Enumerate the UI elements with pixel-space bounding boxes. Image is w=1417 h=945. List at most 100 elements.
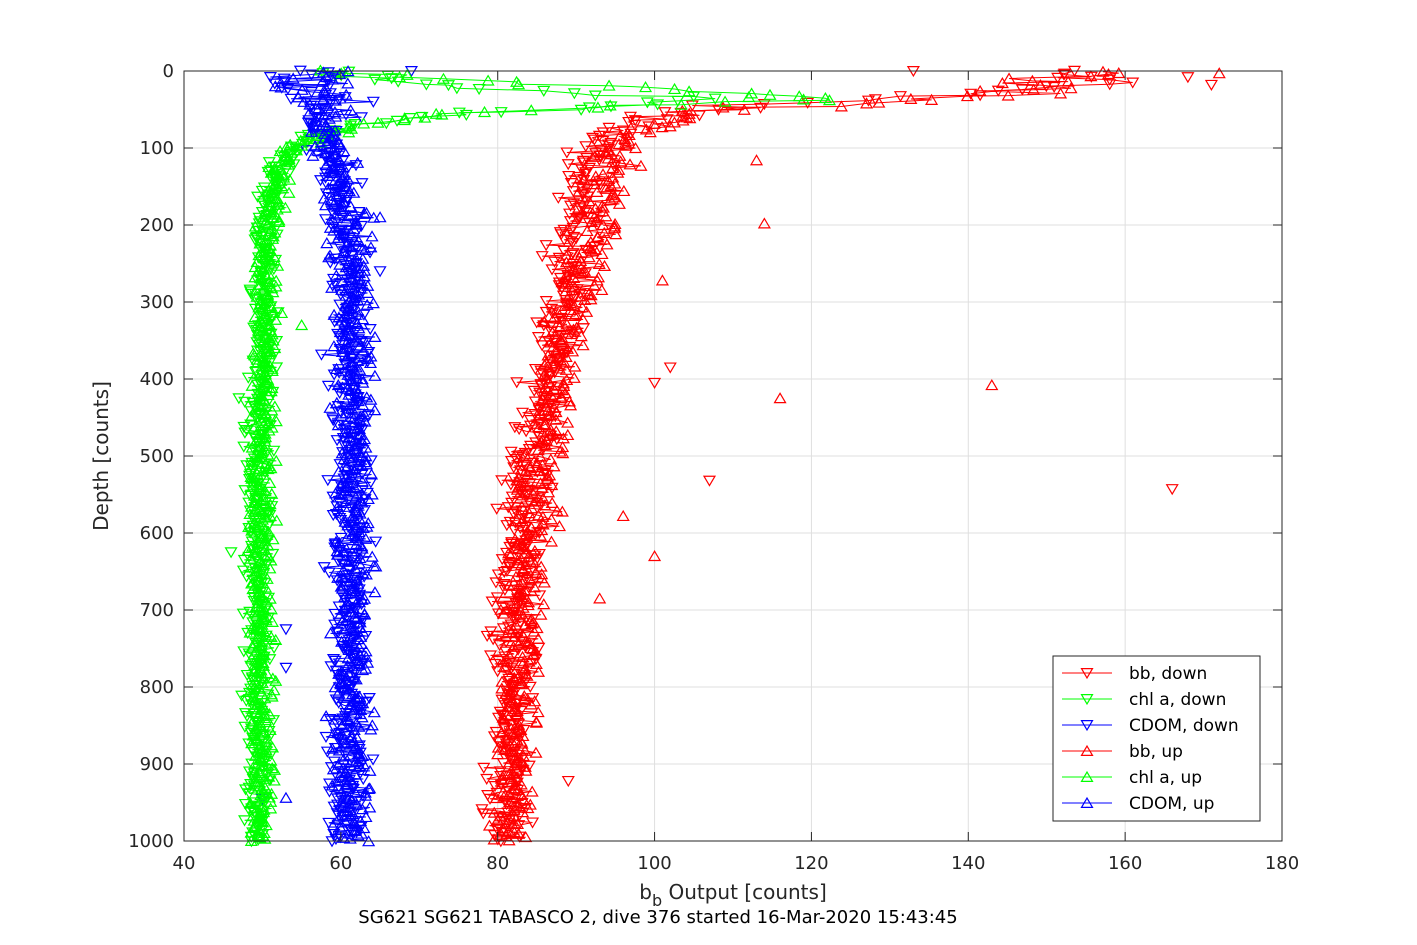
data-point: [349, 258, 363, 270]
data-point: [336, 545, 350, 557]
data-point: [238, 396, 252, 408]
data-point: [596, 127, 610, 139]
data-point: [294, 134, 308, 146]
data-point: [349, 531, 363, 543]
data-point: [247, 814, 261, 826]
data-point: [358, 338, 372, 350]
data-point: [259, 819, 273, 831]
data-point: [504, 455, 519, 468]
data-point: [297, 95, 311, 107]
data-point: [347, 256, 361, 268]
data-point: [337, 145, 351, 157]
data-point: [253, 450, 267, 462]
data-point: [340, 681, 354, 693]
outlier-point: [1204, 79, 1218, 91]
outlier-point: [773, 392, 787, 404]
data-point: [622, 128, 636, 141]
data-point: [349, 382, 363, 394]
data-point: [337, 246, 351, 258]
data-point: [357, 592, 372, 604]
data-point: [352, 322, 366, 334]
data-point: [531, 706, 545, 718]
data-point: [499, 687, 513, 699]
data-point: [332, 465, 346, 477]
data-point: [328, 105, 342, 118]
data-point: [964, 88, 978, 100]
data-point: [512, 677, 527, 689]
data-point: [575, 206, 589, 218]
data-point: [358, 786, 372, 798]
data-point: [262, 460, 276, 472]
data-point: [540, 470, 555, 482]
data-point: [527, 385, 541, 397]
data-point: [335, 728, 349, 740]
data-point: [333, 325, 347, 338]
data-point: [331, 813, 345, 825]
data-point: [339, 88, 353, 100]
y-tick-label: 100: [140, 138, 174, 159]
data-point: [579, 141, 593, 153]
data-point: [264, 166, 278, 178]
data-point: [327, 165, 341, 177]
data-point: [587, 279, 601, 291]
data-point: [264, 802, 278, 814]
data-point: [264, 795, 278, 807]
data-point: [591, 101, 605, 113]
data-point: [259, 595, 273, 607]
data-point: [331, 419, 345, 431]
data-point: [526, 487, 540, 500]
legend-marker: [1080, 719, 1094, 732]
data-point: [250, 609, 264, 621]
data-point: [628, 141, 643, 154]
data-point: [269, 633, 283, 646]
data-point: [319, 731, 333, 744]
data-point: [604, 137, 618, 149]
data-point: [363, 356, 378, 369]
data-point: [258, 252, 272, 264]
data-point: [267, 250, 281, 263]
data-point: [496, 607, 510, 619]
data-point: [355, 475, 369, 487]
data-point: [263, 294, 277, 306]
data-point: [506, 766, 520, 778]
data-point: [518, 760, 532, 772]
data-point: [262, 276, 276, 288]
data-point: [529, 495, 543, 507]
outlier-point: [279, 662, 293, 674]
data-point: [595, 283, 609, 296]
data-point: [333, 727, 347, 740]
y-tick-label: 800: [140, 677, 174, 698]
data-point: [574, 330, 588, 342]
data-point: [549, 405, 563, 418]
data-point: [249, 722, 263, 735]
data-point: [319, 214, 333, 226]
data-point: [312, 102, 326, 114]
data-point: [584, 289, 598, 301]
data-point: [582, 195, 596, 207]
data-point: [494, 107, 508, 119]
data-point: [1061, 75, 1075, 87]
data-point: [345, 374, 359, 387]
data-point: [325, 281, 339, 293]
data-point: [266, 741, 280, 753]
data-point: [271, 259, 285, 271]
data-point: [252, 386, 266, 398]
data-point: [262, 770, 276, 782]
data-point: [262, 791, 276, 803]
data-point: [250, 290, 264, 302]
data-point: [357, 344, 371, 356]
data-point: [256, 381, 270, 393]
data-point: [356, 663, 370, 676]
data-point: [355, 178, 369, 190]
outlier-point: [373, 211, 387, 223]
data-point: [261, 254, 275, 266]
data-point: [323, 627, 338, 639]
data-point: [349, 585, 363, 597]
data-point: [245, 379, 259, 391]
data-point: [265, 382, 279, 394]
data-point: [532, 421, 546, 433]
data-point: [351, 305, 365, 317]
data-point: [267, 774, 281, 786]
x-tick-label: 140: [951, 853, 985, 874]
data-point: [603, 99, 617, 111]
